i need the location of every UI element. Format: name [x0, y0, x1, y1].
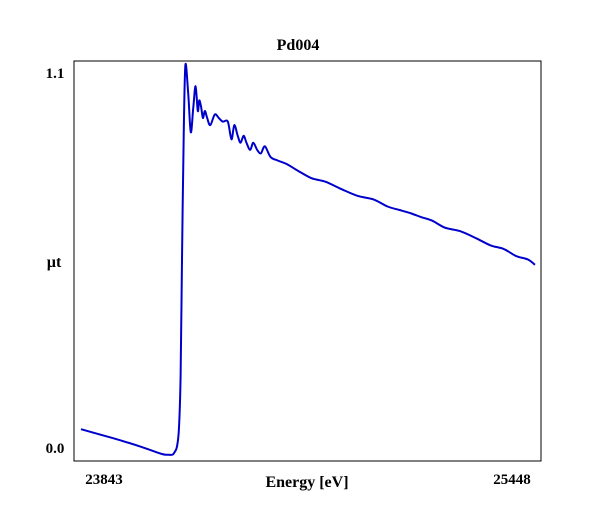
y-tick-label-bottom: 0.0 [46, 441, 65, 457]
series-layer [80, 62, 536, 456]
series-line-0 [80, 62, 536, 456]
plot-area-frame [73, 60, 542, 462]
chart-title: Pd004 [277, 37, 320, 54]
y-axis-label: µt [47, 254, 62, 271]
x-tick-label-left: 23843 [85, 472, 123, 488]
y-tick-label-top: 1.1 [46, 66, 65, 82]
x-tick-label-right: 25448 [493, 472, 531, 488]
x-axis-label: Energy [eV] [265, 474, 348, 491]
